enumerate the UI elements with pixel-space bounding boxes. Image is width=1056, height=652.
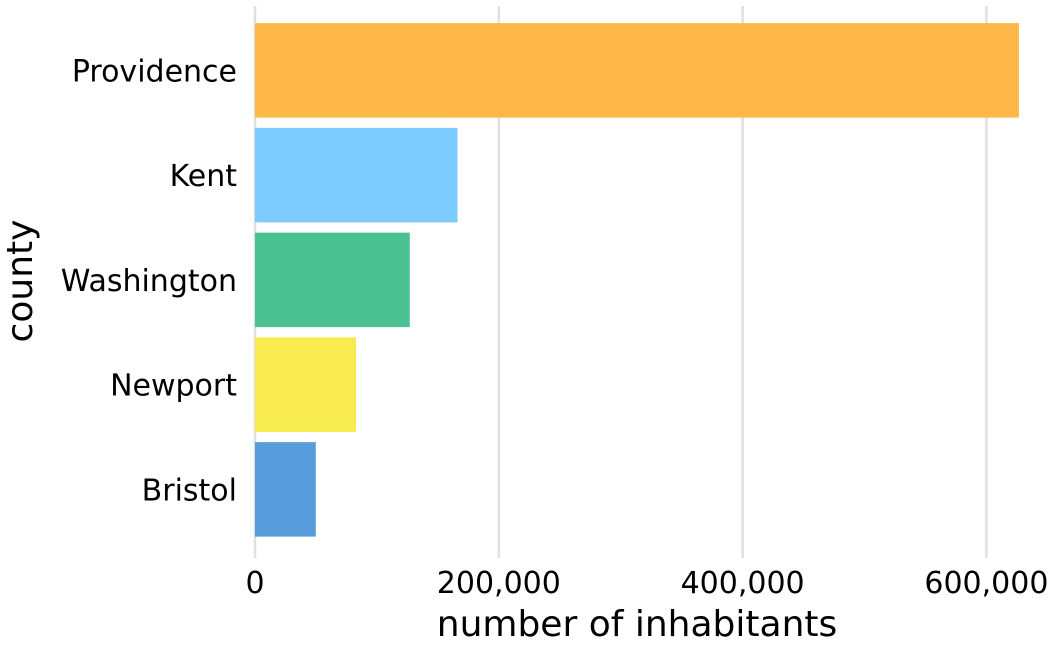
y-tick-label: Bristol — [142, 473, 237, 508]
bars — [255, 23, 1019, 537]
bar-providence — [255, 23, 1019, 118]
x-tick-label: 400,000 — [681, 566, 805, 601]
x-tick-label: 600,000 — [924, 566, 1048, 601]
bar-bristol — [255, 442, 316, 537]
bar-newport — [255, 337, 357, 432]
y-tick-label: Kent — [170, 159, 238, 194]
y-tick-label: Washington — [61, 264, 237, 299]
y-tick-labels: Providence Kent Washington Newport Bristol — [61, 54, 238, 508]
bar-kent — [255, 127, 458, 223]
x-tick-label: 200,000 — [437, 566, 561, 601]
y-tick-label: Newport — [110, 369, 237, 404]
x-tick-label: 0 — [245, 566, 264, 601]
bar-washington — [255, 232, 410, 328]
x-tick-labels: 0 200,000 400,000 600,000 — [245, 566, 1048, 601]
y-tick-label: Providence — [72, 54, 237, 89]
x-axis-title: number of inhabitants — [437, 604, 838, 645]
y-axis-title: county — [0, 220, 41, 343]
